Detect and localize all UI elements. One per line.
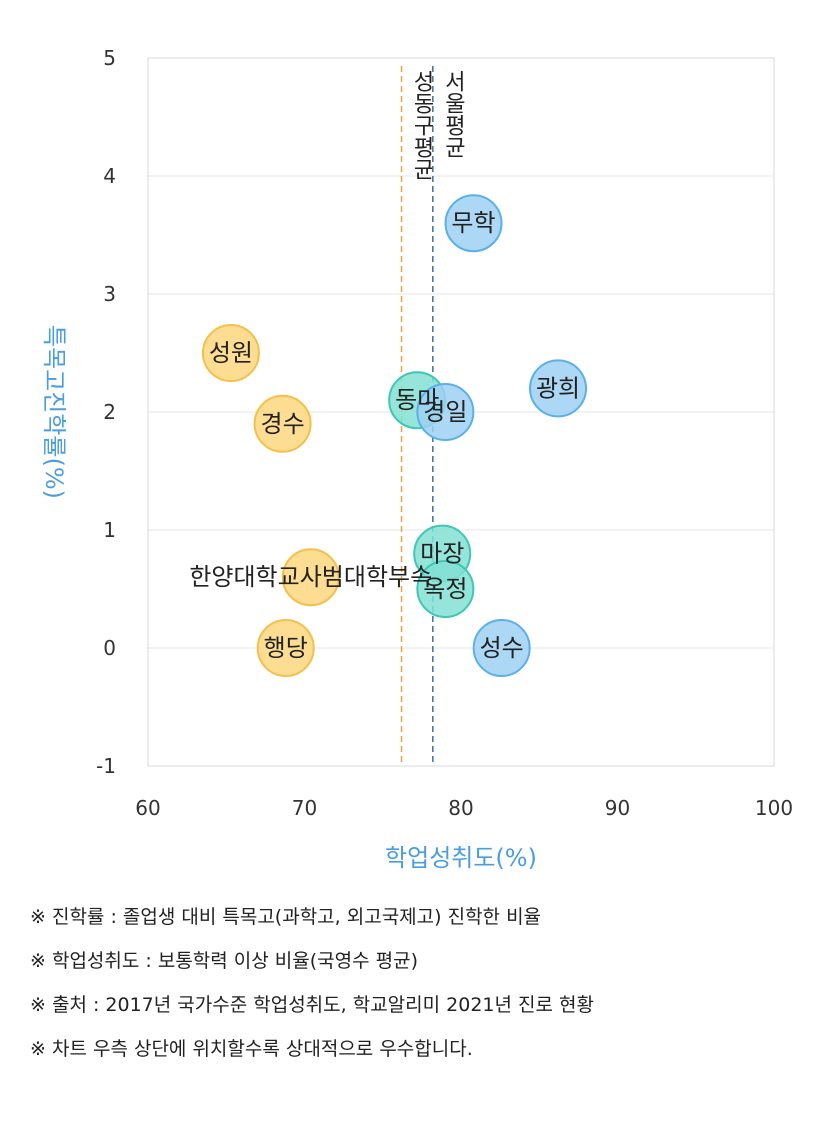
- plot-area-border: [147, 57, 775, 767]
- reference-line-label: 성동구평균: [409, 70, 434, 180]
- x-tick-label: 70: [292, 796, 317, 820]
- data-point: [529, 359, 588, 418]
- data-point-label: 경수: [261, 410, 305, 438]
- y-tick-label: 0: [103, 636, 116, 660]
- x-tick-label: 60: [135, 796, 160, 820]
- data-point-label: 성수: [480, 634, 524, 662]
- data-point-label: 무학: [451, 209, 495, 237]
- data-point: [256, 619, 315, 677]
- footnotes: ※ 진학률 : 졸업생 대비 특목고(과학고, 외고국제고) 진학한 비율 ※ …: [30, 905, 810, 1081]
- x-tick-label: 90: [605, 796, 630, 820]
- data-point-label: 한양대학교사범대학부속: [189, 563, 432, 591]
- footnote-achievement: ※ 학업성취도 : 보통학력 이상 비율(국영수 평균): [30, 950, 419, 972]
- data-point-label: 경일: [423, 398, 467, 426]
- y-tick-label: 5: [103, 46, 116, 70]
- y-tick-label: -1: [96, 754, 116, 778]
- data-point: [416, 560, 475, 618]
- data-point: [281, 548, 340, 607]
- y-tick-label: 2: [103, 400, 116, 424]
- data-point: [416, 383, 475, 441]
- data-point-label: 동마: [395, 386, 439, 414]
- footnote-source: ※ 출처 : 2017년 국가수준 학업성취도, 학교알리미 2021년 진로 …: [30, 994, 594, 1016]
- y-tick-label: 1: [103, 518, 116, 542]
- x-tick-label: 100: [755, 796, 793, 820]
- x-axis-title: 학업성취도(%): [385, 844, 537, 872]
- footnote-guide: ※ 차트 우측 상단에 위치할수록 상대적으로 우수합니다.: [30, 1038, 473, 1060]
- y-axis-title: 특목고진학률(%): [40, 325, 68, 499]
- data-point: [201, 324, 260, 382]
- data-point-label: 광희: [536, 374, 580, 402]
- x-axis-tick-labels: 60 70 80 90 100: [135, 796, 793, 820]
- data-point: [472, 619, 531, 677]
- data-point-label: 행당: [264, 634, 308, 662]
- y-tick-label: 3: [103, 282, 116, 306]
- y-axis-tick-labels: -1 0 1 2 3 4 5: [96, 46, 116, 778]
- reference-line-label: 서울평균: [440, 70, 465, 158]
- data-point-label: 옥정: [423, 575, 467, 603]
- data-point: [444, 194, 503, 253]
- data-point-label: 마장: [420, 540, 464, 568]
- data-point: [253, 394, 312, 453]
- x-tick-label: 80: [448, 796, 473, 820]
- data-point-label: 성원: [209, 339, 253, 367]
- footnote-rate: ※ 진학률 : 졸업생 대비 특목고(과학고, 외고국제고) 진학한 비율: [30, 906, 542, 928]
- y-tick-label: 4: [103, 164, 116, 188]
